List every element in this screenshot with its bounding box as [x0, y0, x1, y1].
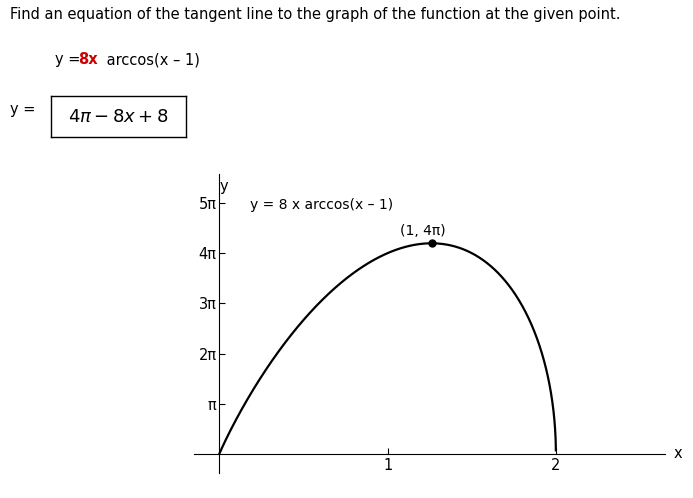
Text: y = 8 x arccos(x – 1): y = 8 x arccos(x – 1)	[249, 198, 393, 212]
Text: Find an equation of the tangent line to the graph of the function at the given p: Find an equation of the tangent line to …	[10, 7, 621, 22]
Text: arccos(x – 1): arccos(x – 1)	[102, 52, 200, 67]
Text: (1, 4π): (1, 4π)	[401, 224, 446, 238]
Text: $4\pi - 8x + 8$: $4\pi - 8x + 8$	[68, 108, 168, 125]
Text: x: x	[674, 446, 683, 462]
Text: y: y	[220, 179, 229, 194]
Text: y =: y =	[55, 52, 85, 67]
Text: 8x: 8x	[78, 52, 98, 67]
Text: y =: y =	[10, 102, 40, 117]
